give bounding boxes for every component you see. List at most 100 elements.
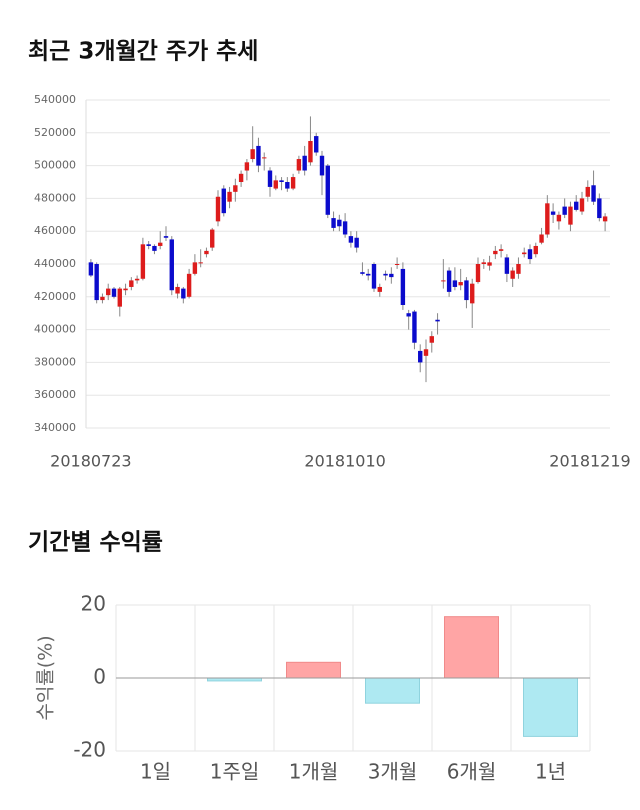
x-tick-label: 1개월 — [289, 760, 339, 784]
y-tick-label: 420000 — [34, 290, 76, 303]
x-tick-label: 1년 — [535, 760, 566, 784]
candle-body — [533, 245, 538, 255]
candle-body — [371, 264, 377, 289]
candle-body — [545, 203, 550, 235]
candle-body — [285, 182, 290, 189]
candle-body — [493, 250, 498, 255]
candle-body — [539, 234, 544, 243]
x-tick-label: 3개월 — [368, 760, 418, 784]
candle-body — [429, 336, 434, 343]
candle-body — [475, 264, 481, 283]
candle-body — [204, 250, 209, 255]
x-tick-label: 6개월 — [447, 760, 497, 784]
candle-body — [319, 155, 325, 176]
candle-body — [163, 236, 169, 238]
candle-body — [527, 249, 533, 260]
candle-body — [302, 155, 307, 171]
candle-body — [117, 288, 122, 307]
candle-body — [458, 282, 463, 286]
candle-body — [522, 252, 527, 255]
candle-body — [152, 245, 157, 251]
candle-body — [233, 185, 238, 192]
candle-body — [602, 216, 608, 222]
candle-body — [238, 173, 244, 182]
candle-body — [568, 206, 573, 225]
candle-body — [406, 313, 411, 317]
candle-body — [452, 280, 458, 287]
candle-body — [158, 242, 163, 246]
candle-body — [446, 270, 452, 292]
candle-body — [198, 262, 203, 264]
candle-body — [256, 145, 261, 166]
candle-body — [510, 270, 515, 279]
candle-body — [314, 136, 319, 153]
y-tick-label: 0 — [93, 665, 106, 689]
candle-body — [504, 257, 510, 274]
candle-body — [325, 165, 330, 215]
candle-body — [296, 159, 302, 171]
candle-body — [221, 188, 226, 214]
candle-body — [435, 319, 440, 322]
y-tick-label: 500000 — [34, 159, 76, 172]
y-tick-label: 440000 — [34, 257, 76, 270]
x-tick-label: 1일 — [140, 760, 171, 784]
candle-body — [377, 286, 382, 292]
candle-body — [342, 221, 348, 235]
candle-body — [579, 198, 585, 212]
candle-body — [308, 141, 313, 163]
x-tick-label: 20180723 — [50, 452, 131, 471]
candle-body — [423, 349, 429, 356]
chart-title: 기간별 수익률 — [28, 530, 163, 556]
x-tick-label: 1주일 — [210, 760, 260, 784]
candle-body — [290, 177, 296, 189]
candle-body — [88, 262, 94, 276]
y-tick-label: 460000 — [34, 224, 76, 237]
candle-body — [591, 185, 596, 202]
candle-body — [250, 149, 255, 160]
y-tick-label: 380000 — [34, 355, 76, 368]
y-tick-label: 340000 — [34, 421, 76, 434]
candle-body — [585, 186, 590, 197]
y-tick-label: -20 — [73, 738, 106, 762]
chart-title: 최근 3개월간 주가 추세 — [28, 39, 258, 65]
candle-body — [360, 272, 365, 274]
candle-body — [516, 264, 521, 274]
y-tick-label: 540000 — [34, 93, 76, 106]
candle-body — [574, 201, 579, 210]
candle-body — [279, 180, 284, 182]
candle-body — [331, 218, 336, 228]
candle-body — [550, 211, 556, 215]
candle-body — [186, 273, 192, 297]
bar — [523, 677, 578, 737]
candle-body — [210, 229, 215, 248]
candle-body — [100, 296, 105, 301]
candle-body — [597, 198, 602, 219]
candle-body — [111, 288, 117, 297]
y-axis-label: 수익률(%) — [35, 635, 57, 720]
candle-body — [487, 262, 492, 266]
candle-body — [481, 262, 486, 264]
y-tick-label: 400000 — [34, 323, 76, 336]
candle-body — [123, 288, 128, 291]
candle-body — [94, 264, 99, 301]
candle-body — [129, 280, 134, 287]
candle-body — [354, 237, 359, 248]
candle-body — [562, 206, 567, 215]
bar — [365, 677, 420, 704]
candle-body — [181, 288, 186, 299]
x-tick-label: 20181010 — [304, 452, 385, 471]
candle-body — [418, 350, 423, 363]
candle-body — [498, 249, 504, 251]
bar — [444, 616, 499, 679]
candle-body — [470, 283, 475, 304]
candle-body — [227, 191, 232, 202]
y-tick-label: 520000 — [34, 126, 76, 139]
candle-body — [134, 278, 140, 281]
candle-body — [383, 273, 388, 276]
candle-body — [394, 264, 400, 265]
x-tick-label: 20181219 — [549, 452, 630, 471]
candle-body — [556, 214, 562, 222]
candle-body — [215, 196, 221, 222]
